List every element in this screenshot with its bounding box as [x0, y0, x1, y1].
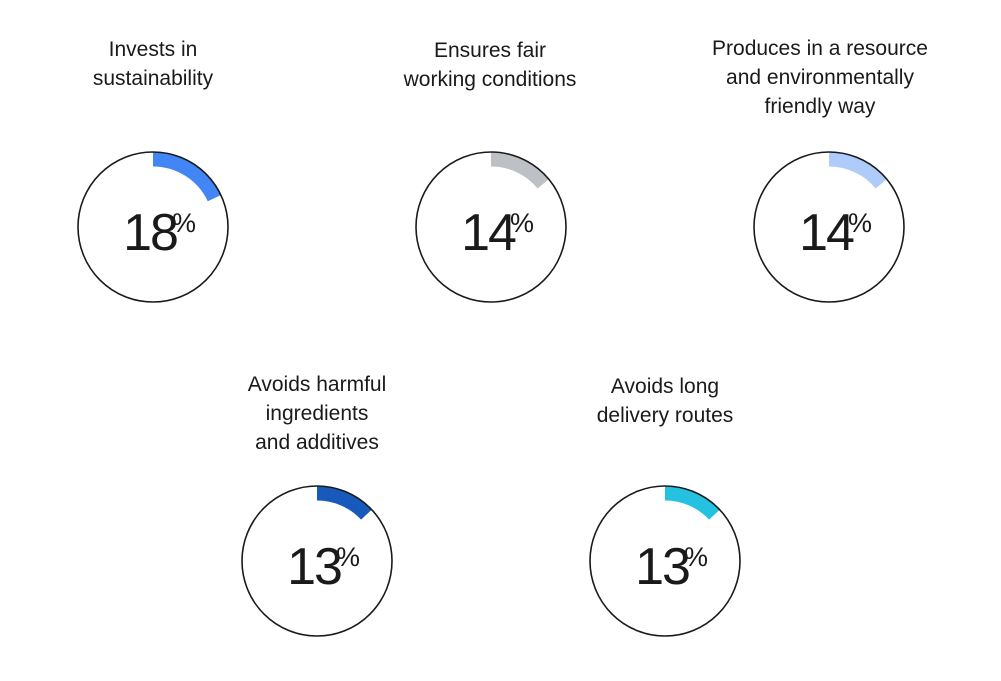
metric-label: Avoids long delivery routes — [596, 375, 734, 427]
radial-gauge: 18% — [77, 151, 229, 303]
value-label: 13 — [287, 538, 341, 596]
progress-arc — [316, 485, 373, 520]
radial-gauge: 14% — [415, 151, 567, 303]
radial-gauge: 13% — [241, 485, 393, 637]
percent-sign: % — [684, 542, 708, 572]
progress-arc — [152, 151, 222, 202]
value-label: 14 — [461, 204, 516, 262]
radial-gauge: 13% — [589, 485, 741, 637]
value-label: 14 — [799, 204, 854, 262]
metric-label: Ensures fair working conditions — [403, 39, 577, 91]
value-label: 13 — [635, 538, 689, 596]
metric-label: Avoids harmful ingredients and additives — [247, 373, 387, 454]
metric-label: Produces in a resource and environmental… — [712, 37, 928, 118]
metric-label: Invests in sustainability — [92, 38, 214, 90]
value-label: 18 — [123, 204, 177, 262]
ring-outline — [415, 151, 567, 303]
radial-gauge: 14% — [753, 151, 905, 303]
percent-sign: % — [848, 208, 872, 238]
percent-sign: % — [172, 208, 196, 238]
progress-arc — [828, 151, 888, 189]
ring-outline — [241, 485, 393, 637]
progress-arc — [490, 151, 550, 189]
ring-outline — [753, 151, 905, 303]
percent-sign: % — [510, 208, 534, 238]
progress-arc — [664, 485, 721, 520]
percent-sign: % — [336, 542, 360, 572]
ring-outline — [77, 151, 229, 303]
ring-outline — [589, 485, 741, 637]
